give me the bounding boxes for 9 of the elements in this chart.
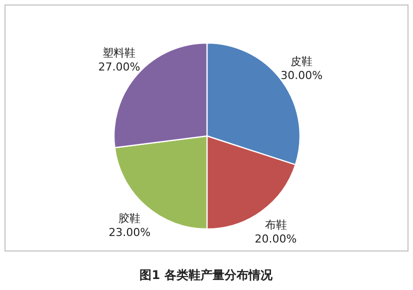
slice-label: 皮鞋 — [290, 55, 313, 68]
data-label: 27.00% — [98, 60, 140, 74]
slice-label: 塑料鞋 — [102, 46, 136, 60]
text: 图1 各类鞋产量分布情况 — [140, 268, 274, 282]
slice-label: 布鞋 — [264, 218, 287, 232]
data-label: 20.00% — [254, 232, 297, 246]
slice-label: 胶鞋 — [118, 212, 141, 225]
data-label: 23.00% — [108, 226, 151, 239]
data-label: 30.00% — [280, 69, 323, 82]
